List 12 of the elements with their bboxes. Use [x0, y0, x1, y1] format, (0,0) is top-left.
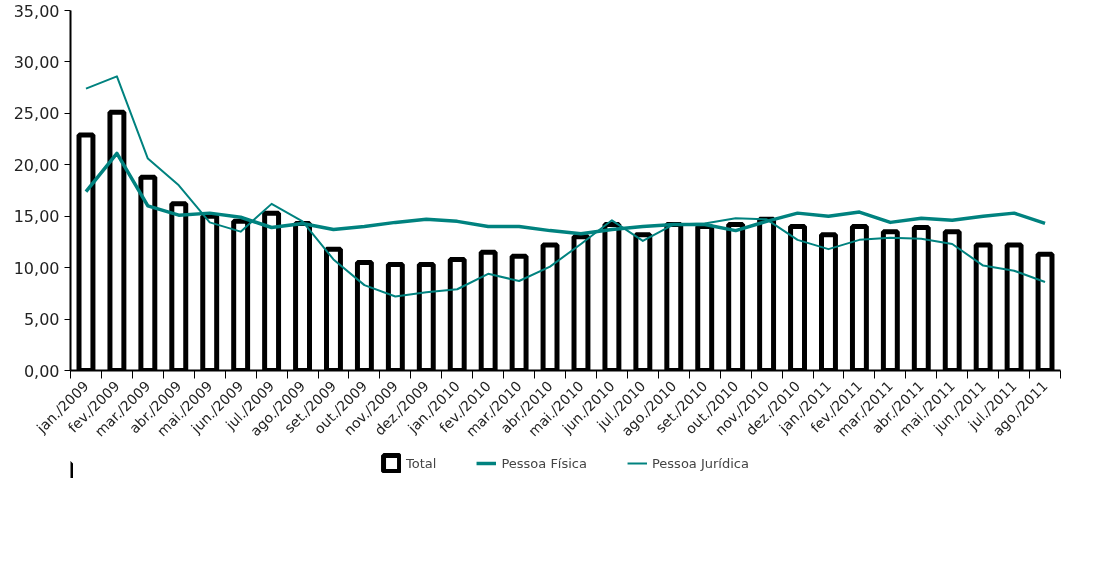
y-tick-label: 25,00: [13, 104, 60, 124]
y-tick-label: 0,00: [23, 361, 60, 381]
y-tick-label: 20,00: [13, 155, 60, 175]
legend-label: Total: [406, 455, 437, 471]
y-tick-label: 10,00: [13, 258, 60, 278]
y-tick-label: 15,00: [13, 207, 60, 227]
line-series: [84, 75, 1047, 298]
y-tick-label: 30,00: [13, 52, 60, 72]
legend-label: Pessoa Física: [501, 455, 587, 471]
legend-label: Pessoa Jurídica: [651, 455, 749, 471]
y-tick-label: 35,00: [13, 1, 60, 21]
y-tick-label: 5,00: [23, 310, 60, 330]
